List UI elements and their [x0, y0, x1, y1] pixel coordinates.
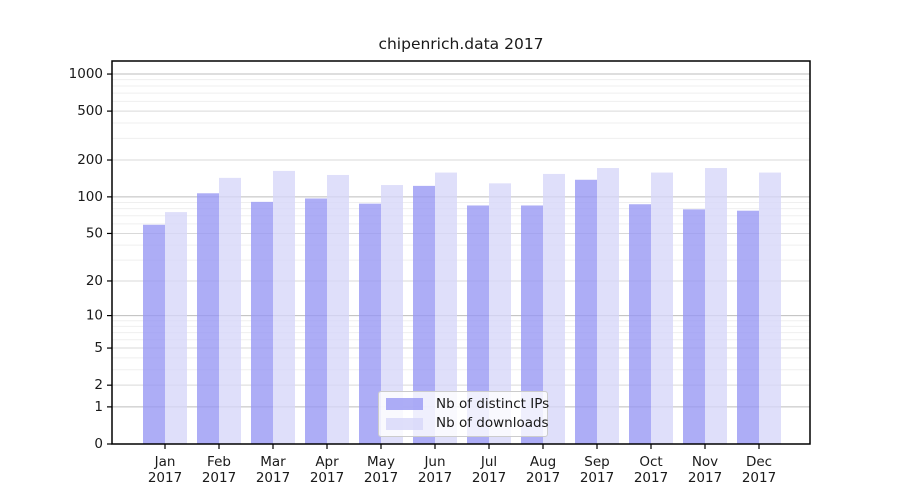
x-tick-label-month: Dec: [746, 454, 772, 470]
chart-title: chipenrich.data 2017: [378, 35, 544, 53]
x-tick-label-month: Apr: [315, 454, 339, 470]
legend-swatch-distinct-ips: [386, 398, 423, 411]
bar-distinct-ips-jan: [143, 224, 165, 444]
bar-downloads-sep: [597, 168, 619, 444]
y-tick-label: 10: [86, 308, 103, 324]
bar-distinct-ips-jun: [413, 185, 435, 444]
bar-downloads-jan: [165, 212, 187, 444]
x-tick-label-month: Aug: [530, 454, 556, 470]
y-tick-label: 2: [94, 377, 103, 393]
y-tick-label: 200: [77, 152, 103, 168]
legend-label-downloads: Nb of downloads: [436, 415, 549, 431]
bar-distinct-ips-dec: [737, 210, 759, 444]
legend-item-downloads: Nb of downloads: [386, 415, 549, 431]
x-tick-label-year: 2017: [364, 470, 398, 486]
legend: Nb of distinct IPs Nb of downloads: [378, 391, 550, 437]
x-tick-label-year: 2017: [202, 470, 236, 486]
y-tick-label: 0: [94, 436, 103, 452]
x-tick-label-year: 2017: [688, 470, 722, 486]
y-tick-label: 1: [94, 399, 103, 415]
x-tick-label-month: Oct: [639, 454, 662, 470]
bar-distinct-ips-oct: [629, 204, 651, 444]
bar-distinct-ips-feb: [197, 193, 219, 444]
x-tick-label-year: 2017: [580, 470, 614, 486]
bar-distinct-ips-nov: [683, 209, 705, 444]
x-tick-label-year: 2017: [418, 470, 452, 486]
x-tick-label-month: Jun: [423, 454, 445, 470]
bar-distinct-ips-aug: [521, 205, 543, 444]
x-tick-label-month: Jan: [154, 454, 176, 470]
y-tick-label: 1000: [69, 66, 103, 82]
legend-label-distinct-ips: Nb of distinct IPs: [436, 395, 550, 412]
x-tick-label-year: 2017: [148, 470, 182, 486]
y-tick-label: 5: [94, 340, 103, 356]
y-tick-label: 50: [86, 225, 103, 241]
y-tick-label: 100: [77, 189, 103, 205]
x-tick-label-year: 2017: [256, 470, 290, 486]
x-tick-label-month: Jul: [480, 454, 497, 470]
x-tick-label-year: 2017: [310, 470, 344, 486]
x-tick-label-month: Sep: [584, 454, 609, 470]
y-tick-label: 20: [86, 273, 103, 289]
bar-downloads-aug: [543, 173, 565, 444]
x-tick-label-year: 2017: [634, 470, 668, 486]
x-tick-label-month: Feb: [207, 454, 231, 470]
bar-distinct-ips-mar: [251, 201, 273, 444]
bar-distinct-ips-may: [359, 203, 381, 444]
bar-downloads-mar: [273, 170, 295, 444]
x-tick-label-month: Nov: [692, 454, 718, 470]
x-tick-label-year: 2017: [526, 470, 560, 486]
x-tick-label-year: 2017: [472, 470, 506, 486]
bar-downloads-jun: [435, 172, 457, 444]
bar-downloads-feb: [219, 177, 241, 444]
plot-frame: [111, 60, 811, 445]
x-tick-label-year: 2017: [742, 470, 776, 486]
bar-distinct-ips-apr: [305, 198, 327, 444]
bar-downloads-may: [381, 185, 403, 445]
legend-item-distinct-ips: Nb of distinct IPs: [386, 395, 550, 412]
bar-downloads-oct: [651, 172, 673, 444]
bar-distinct-ips-sep: [575, 179, 597, 444]
y-tick-label: 500: [77, 103, 103, 119]
x-tick-label-month: May: [367, 454, 395, 470]
legend-swatch-downloads: [386, 417, 423, 430]
bar-downloads-nov: [705, 168, 727, 444]
bar-downloads-apr: [327, 174, 349, 444]
bar-distinct-ips-jul: [467, 205, 489, 444]
x-tick-label-month: Mar: [260, 454, 286, 470]
bar-downloads-dec: [759, 172, 781, 444]
bar-downloads-jul: [489, 183, 511, 445]
